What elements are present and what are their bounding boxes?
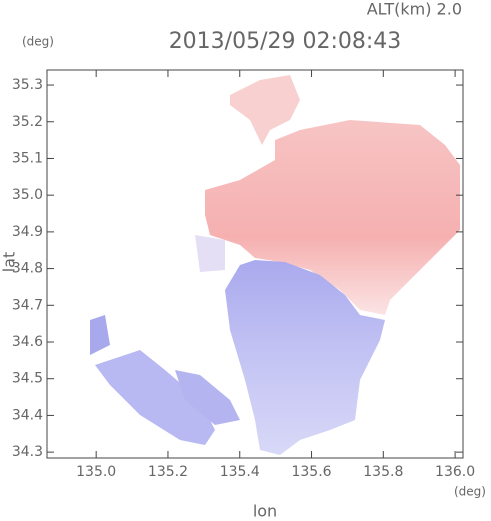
velocity-field	[90, 75, 460, 455]
y-tick-label: 35.0	[12, 187, 43, 203]
x-tick-label: 135.0	[76, 464, 116, 480]
y-tick-label: 35.2	[12, 114, 43, 130]
chart-title: 2013/05/29 02:08:43	[169, 29, 402, 54]
negative-region	[90, 315, 110, 355]
x-unit: (deg)	[454, 485, 486, 499]
positive-region	[205, 120, 460, 315]
y-tick-label: 34.9	[12, 224, 43, 240]
plot-frame	[46, 69, 464, 459]
y-tick-label: 34.4	[12, 407, 43, 423]
y-tick-label: 35.1	[12, 150, 43, 166]
y-tick-label: 34.5	[12, 371, 43, 387]
mixed-region	[195, 235, 225, 272]
negative-region	[225, 260, 385, 455]
y-unit: (deg)	[22, 35, 54, 49]
x-tick-label: 135.8	[363, 464, 403, 480]
x-axis-label: lon	[253, 502, 277, 521]
x-tick-label: 136.0	[435, 464, 475, 480]
y-tick-label: 34.3	[12, 444, 43, 460]
y-axis-label: lat	[0, 252, 19, 273]
positive-region	[230, 75, 300, 145]
x-tick-label: 135.2	[148, 464, 188, 480]
y-tick-label: 34.6	[12, 334, 43, 350]
subtitle: ALT(km) 2.0	[367, 0, 462, 19]
negative-region	[175, 370, 240, 425]
x-tick-label: 135.6	[291, 464, 331, 480]
y-tick-label: 35.3	[12, 77, 43, 93]
y-tick-label: 34.7	[12, 297, 43, 313]
y-tick-label: 34.8	[12, 261, 43, 277]
negative-region	[95, 350, 215, 445]
x-tick-label: 135.4	[220, 464, 260, 480]
